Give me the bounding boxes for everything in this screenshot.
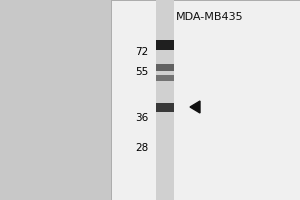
- Text: 72: 72: [135, 47, 148, 57]
- Text: 55: 55: [135, 67, 148, 77]
- Bar: [156, 75, 174, 81]
- Bar: [111, 0, 300, 200]
- Polygon shape: [190, 101, 200, 113]
- Bar: [156, 40, 174, 50]
- Bar: [156, 64, 174, 71]
- Bar: [156, 102, 174, 112]
- Text: 28: 28: [135, 143, 148, 153]
- Text: 36: 36: [135, 113, 148, 123]
- Bar: [156, 0, 174, 200]
- Text: MDA-MB435: MDA-MB435: [176, 12, 244, 22]
